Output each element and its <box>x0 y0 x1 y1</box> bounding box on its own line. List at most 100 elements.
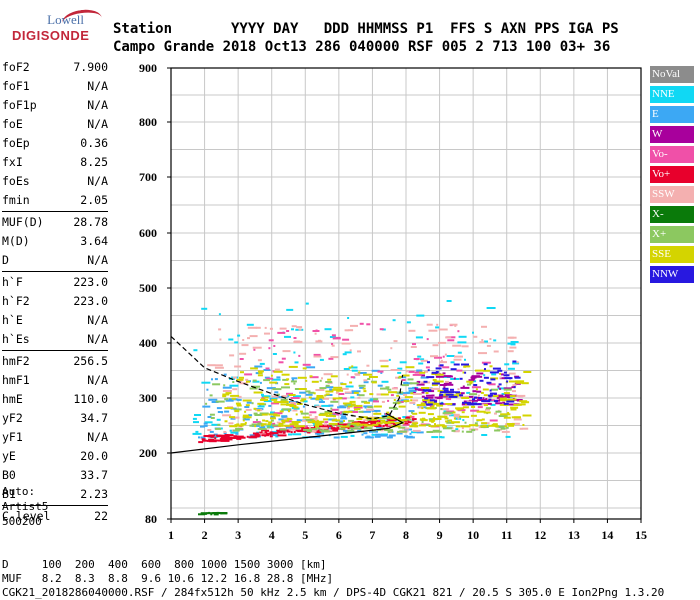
param-name: yF2 <box>2 411 23 425</box>
echo-point <box>208 438 215 441</box>
echo-point <box>489 419 498 422</box>
echo-point <box>429 399 435 402</box>
echo-point <box>229 425 235 428</box>
echo-point <box>431 394 435 397</box>
echo-point <box>344 391 352 394</box>
echo-point <box>399 361 407 364</box>
echo-point <box>219 338 222 341</box>
echo-point <box>420 419 428 422</box>
param-value: 223.0 <box>73 294 108 308</box>
echo-point <box>214 378 218 381</box>
echo-point <box>281 373 290 376</box>
footer: D 100 200 400 600 800 1000 1500 3000 [km… <box>2 558 664 600</box>
echo-point <box>257 405 265 408</box>
echo-point <box>210 435 214 438</box>
parameter-table: foF2 7.900 foF1 N/A foF1p N/A foE N/A foEp 0.36 fx… <box>2 58 108 526</box>
echo-point <box>440 361 447 364</box>
echo-point <box>293 382 296 385</box>
echo-point <box>513 416 521 419</box>
echo-point <box>281 429 284 432</box>
echo-point <box>440 408 450 411</box>
echo-point <box>354 424 363 427</box>
echo-point <box>442 366 450 369</box>
echo-point <box>360 426 367 429</box>
echo-point <box>279 410 284 413</box>
echo-point <box>431 371 438 374</box>
echo-point <box>277 331 286 334</box>
echo-point <box>315 405 322 408</box>
echo-point <box>209 394 213 397</box>
echo-point <box>515 380 525 383</box>
param-value: 2.23 <box>80 487 108 501</box>
echo-point <box>255 326 261 329</box>
echo-point <box>291 421 301 423</box>
param-value: 2.05 <box>80 193 108 207</box>
echo-point <box>325 390 334 393</box>
echo-point <box>421 395 425 398</box>
echo-point <box>443 389 449 392</box>
echo-point <box>509 395 516 398</box>
echo-point <box>288 394 296 396</box>
echo-point <box>218 328 222 331</box>
echo-point <box>281 395 288 398</box>
virtual-height-curve <box>170 412 404 454</box>
echo-point <box>265 429 267 432</box>
echo-point <box>421 374 425 377</box>
param-row: hmE 110.0 <box>2 390 108 409</box>
echo-point <box>221 411 224 414</box>
echo-point <box>351 365 354 368</box>
echo-point <box>398 375 402 378</box>
echo-point <box>362 421 365 424</box>
echo-point <box>426 431 434 433</box>
legend-item-ssw: SSW <box>650 186 694 203</box>
echo-point <box>464 425 471 428</box>
echo-point <box>363 419 368 422</box>
echo-point <box>437 389 444 392</box>
echo-point <box>391 387 398 390</box>
echo-point <box>275 396 285 399</box>
echo-point <box>212 383 221 386</box>
echo-point <box>290 431 293 434</box>
echo-point <box>282 408 292 411</box>
echo-point <box>369 398 376 401</box>
echo-point <box>271 398 278 401</box>
echo-point <box>357 372 367 374</box>
echo-point <box>388 420 394 422</box>
echo-point <box>220 427 223 430</box>
echo-point <box>331 344 335 347</box>
echo-point <box>434 400 437 403</box>
echo-point <box>297 376 307 379</box>
echo-point <box>397 367 403 370</box>
echo-point <box>208 434 216 437</box>
echo-point <box>331 429 338 432</box>
auto-program: Artist5 <box>2 500 49 513</box>
echo-point <box>293 395 301 398</box>
echo-point <box>343 420 345 422</box>
echo-point <box>372 423 379 426</box>
param-row: h`F 223.0 <box>2 273 108 292</box>
echo-point <box>439 364 444 367</box>
echo-point <box>457 341 467 344</box>
echo-point <box>408 329 416 332</box>
echo-point <box>222 390 232 392</box>
echo-point <box>253 391 263 394</box>
echo-point <box>331 424 335 427</box>
echo-point <box>329 336 336 338</box>
echo-point <box>263 379 271 382</box>
echo-point <box>282 421 286 424</box>
echo-point <box>202 439 208 442</box>
echo-point <box>480 391 484 394</box>
echo-point <box>268 347 271 350</box>
echo-point <box>354 373 359 376</box>
echo-point <box>260 399 269 401</box>
param-value: N/A <box>87 332 108 346</box>
echo-point <box>409 401 416 404</box>
echo-point <box>322 397 329 400</box>
echo-point <box>319 358 324 361</box>
echo-point <box>208 398 218 401</box>
echo-point <box>380 419 386 422</box>
echo-point <box>256 418 258 421</box>
echo-point <box>351 369 358 372</box>
param-name: C-level <box>2 509 51 523</box>
